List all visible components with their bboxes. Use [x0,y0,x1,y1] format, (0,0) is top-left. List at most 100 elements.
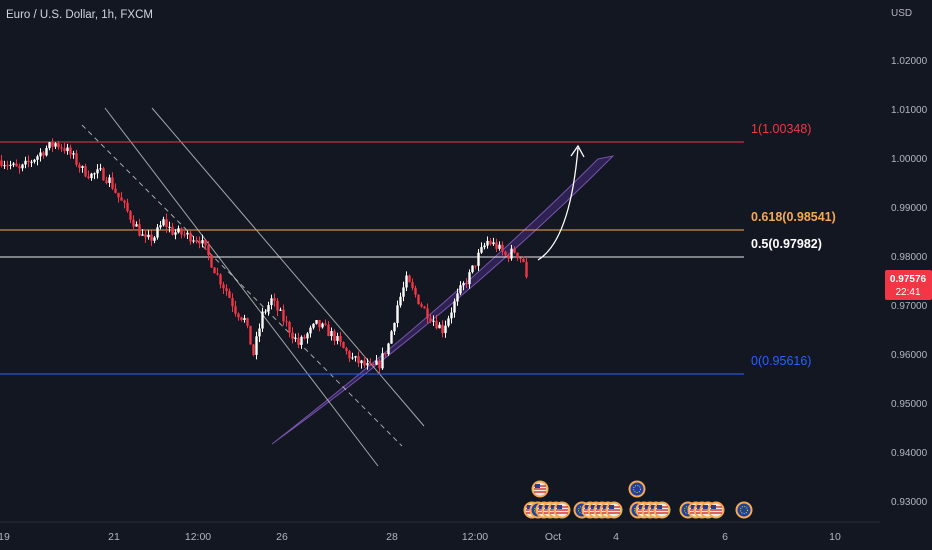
candle-down[interactable] [0,160,3,166]
candle-down[interactable] [465,283,468,285]
candle-down[interactable] [369,363,372,365]
candle-up[interactable] [177,228,180,233]
candle-down[interactable] [384,353,387,355]
candle-up[interactable] [108,177,111,183]
candle-up[interactable] [354,356,357,358]
candle-down[interactable] [411,282,414,288]
channel-upper-line[interactable] [104,107,379,467]
candle-up[interactable] [54,143,57,147]
candle-down[interactable] [318,320,321,328]
candle-down[interactable] [126,202,129,212]
candle-up[interactable] [351,357,354,359]
candle-down[interactable] [276,300,279,311]
candle-down[interactable] [132,219,135,227]
candle-up[interactable] [477,252,480,266]
candle-up[interactable] [402,287,405,297]
candle-up[interactable] [174,232,177,235]
candle-up[interactable] [258,328,261,337]
candle-down[interactable] [84,166,87,177]
candle-up[interactable] [12,163,15,165]
candle-down[interactable] [69,147,72,155]
candle-down[interactable] [165,219,168,227]
candle-up[interactable] [135,224,138,227]
candle-up[interactable] [147,234,150,238]
candle-down[interactable] [357,356,360,364]
candle-up[interactable] [192,240,195,242]
candle-up[interactable] [480,247,483,253]
candle-down[interactable] [180,228,183,235]
candle-up[interactable] [66,147,69,152]
candle-up[interactable] [450,312,453,319]
candle-up[interactable] [24,160,27,165]
candle-down[interactable] [207,245,210,255]
candle-down[interactable] [417,294,420,305]
candle-down[interactable] [150,234,153,241]
candle-up[interactable] [366,363,369,366]
candle-up[interactable] [330,331,333,337]
x-axis[interactable]: 19 21 12:00 26 28 12:00 Oct 4 6 10 [0,531,841,543]
economic-events-row[interactable] [523,480,753,519]
candle-up[interactable] [33,159,36,162]
candle-up[interactable] [459,285,462,294]
candle-down[interactable] [495,242,498,249]
candle-up[interactable] [9,164,12,166]
candle-down[interactable] [117,192,120,198]
candle-down[interactable] [105,180,108,183]
candle-down[interactable] [327,324,330,337]
candle-down[interactable] [285,321,288,323]
candle-down[interactable] [18,166,21,169]
candle-up[interactable] [162,219,165,226]
eu-flag-icon[interactable] [735,501,753,519]
projection-arrow[interactable] [537,147,579,261]
candle-down[interactable] [363,360,366,366]
us-flag-icon[interactable] [653,501,671,519]
candle-down[interactable] [237,313,240,318]
candle-down[interactable] [222,284,225,289]
candle-up[interactable] [270,298,273,306]
candle-down[interactable] [408,275,411,283]
candles-series[interactable] [0,138,528,374]
candle-down[interactable] [219,274,222,285]
candle-up[interactable] [498,244,501,249]
candle-up[interactable] [444,325,447,334]
candle-down[interactable] [228,291,231,298]
candle-up[interactable] [432,320,435,322]
channel-outer-line[interactable] [151,107,425,427]
candle-up[interactable] [261,311,264,329]
candle-down[interactable] [198,240,201,244]
candle-down[interactable] [513,248,516,253]
candle-down[interactable] [372,364,375,366]
candle-down[interactable] [240,317,243,320]
candle-up[interactable] [96,169,99,174]
candle-down[interactable] [504,251,507,256]
candle-up[interactable] [45,148,48,156]
candle-up[interactable] [3,165,6,167]
candle-down[interactable] [111,177,114,189]
candle-down[interactable] [249,325,252,345]
candle-down[interactable] [426,308,429,319]
candle-down[interactable] [144,234,147,238]
candle-up[interactable] [315,320,318,324]
candle-down[interactable] [213,267,216,274]
candle-down[interactable] [51,142,54,147]
candle-down[interactable] [519,258,522,260]
candle-up[interactable] [21,164,24,169]
candle-down[interactable] [516,252,519,259]
candle-up[interactable] [438,324,441,329]
candle-down[interactable] [489,240,492,245]
candle-down[interactable] [441,324,444,334]
candle-down[interactable] [525,261,528,278]
candle-up[interactable] [336,336,339,341]
candle-up[interactable] [306,333,309,339]
candle-up[interactable] [156,227,159,238]
candle-up[interactable] [390,331,393,344]
candle-up[interactable] [93,173,96,175]
candle-up[interactable] [186,232,189,235]
us-flag-icon[interactable] [531,480,549,498]
candle-up[interactable] [510,248,513,259]
candle-down[interactable] [78,164,81,168]
candle-down[interactable] [102,168,105,181]
candle-down[interactable] [252,344,255,355]
candle-down[interactable] [414,287,417,295]
